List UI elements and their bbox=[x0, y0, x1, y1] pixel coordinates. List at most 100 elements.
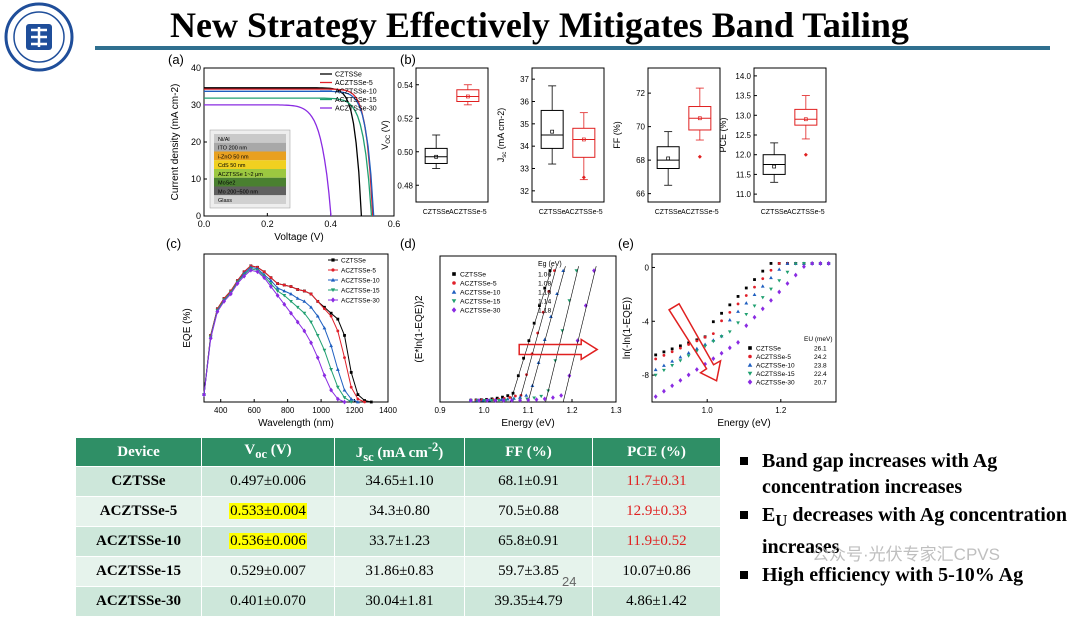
jv-series-2: ACZTSSe-10 bbox=[204, 89, 377, 217]
tauc-point bbox=[508, 396, 512, 399]
box bbox=[456, 89, 480, 103]
outlier-point bbox=[581, 175, 586, 180]
y-tick-label: -4 bbox=[642, 317, 650, 326]
tauc-point bbox=[506, 394, 510, 398]
linear-fit-line bbox=[510, 266, 553, 403]
x-tick-label: 1.2 bbox=[775, 406, 787, 415]
urbach-point bbox=[678, 344, 682, 348]
x-tick-label: 1.2 bbox=[566, 406, 578, 415]
x-axis-label: Voltage (V) bbox=[274, 232, 323, 243]
table-row: ACZTSSe-30 0.401±0.070 30.04±1.81 39.35±… bbox=[75, 586, 721, 617]
box bbox=[424, 147, 448, 164]
legend-value: 26.1 bbox=[814, 346, 827, 353]
legend-label: ACZTSSe-15 bbox=[341, 288, 380, 295]
box bbox=[572, 127, 596, 158]
legend-label: ACZTSSe-30 bbox=[756, 380, 795, 387]
urbach-series-4: ACZTSSe-30 20.7 bbox=[653, 261, 831, 400]
eqe-point bbox=[349, 400, 354, 404]
urbach-point bbox=[686, 350, 691, 355]
urbach-point bbox=[744, 286, 748, 290]
urbach-point bbox=[703, 344, 707, 349]
legend-label: ACZTSSe-10 bbox=[756, 363, 795, 370]
y-tick-label: 13.5 bbox=[735, 92, 751, 101]
eqe-point bbox=[342, 396, 347, 400]
cell-device: ACZTSSe-30 bbox=[75, 586, 202, 617]
cell-pce: 11.7±0.31 bbox=[592, 466, 721, 497]
shift-arrow-icon bbox=[518, 338, 599, 361]
table-row: CZTSSe 0.497±0.006 34.65±1.10 68.1±0.91 … bbox=[75, 466, 721, 497]
urbach-point bbox=[653, 373, 658, 377]
legend-marker bbox=[452, 272, 456, 276]
slide-title: New Strategy Effectively Mitigates Band … bbox=[170, 5, 909, 45]
legend-value: 22.4 bbox=[814, 371, 827, 378]
x-tick-label: 1200 bbox=[346, 406, 364, 415]
cell-voc: 0.497±0.006 bbox=[201, 466, 335, 497]
eqe-point bbox=[329, 311, 333, 315]
eqe-point bbox=[296, 288, 300, 291]
inset-layer-label: Glass bbox=[218, 198, 232, 204]
bullet-efficiency: High efficiency with 5-10% Ag bbox=[738, 562, 1073, 588]
tauc-point bbox=[548, 269, 552, 272]
category-label: ACZTSSe-5 bbox=[787, 209, 825, 216]
bullet-square-icon bbox=[740, 511, 748, 519]
urbach-point bbox=[793, 272, 798, 278]
x-tick-label: 1.0 bbox=[702, 406, 714, 415]
urbach-point bbox=[678, 377, 683, 383]
legend-value: 24.2 bbox=[814, 354, 827, 361]
tauc-point bbox=[551, 395, 555, 401]
eqe-point bbox=[309, 292, 313, 296]
urbach-point bbox=[686, 354, 691, 358]
y-tick-label: 37 bbox=[520, 75, 529, 84]
tauc-plot-chart: (d) 0.9 1.0 1.1 1.2 1.3 Energy (eV) (E*ln(1-EQE… bbox=[400, 236, 622, 429]
cell-ff: 65.8±0.91 bbox=[464, 526, 593, 557]
tauc-point bbox=[477, 398, 481, 403]
urbach-point bbox=[736, 321, 740, 325]
eqe-point bbox=[302, 289, 306, 293]
eqe-point bbox=[335, 367, 340, 371]
y-tick-label: 0.50 bbox=[397, 148, 413, 157]
jv-curve bbox=[204, 97, 373, 217]
legend-marker bbox=[748, 354, 752, 359]
urbach-point bbox=[752, 304, 757, 308]
eqe-point bbox=[275, 286, 280, 290]
eqe-point bbox=[349, 385, 353, 389]
box-ACZTSSe-5 bbox=[688, 87, 712, 159]
eqe-point bbox=[335, 385, 340, 390]
eqe-point bbox=[276, 282, 279, 285]
eqe-point bbox=[315, 334, 320, 338]
urbach-point bbox=[727, 318, 732, 322]
urbach-point bbox=[711, 356, 716, 362]
x-tick-label: 1.1 bbox=[522, 406, 534, 415]
y-tick-label: 13.0 bbox=[735, 111, 751, 120]
y-tick-label: 20 bbox=[191, 137, 201, 147]
category-label: ACZTSSe-5 bbox=[449, 209, 487, 216]
urbach-point bbox=[752, 292, 757, 297]
header-pce: PCE (%) bbox=[592, 437, 721, 467]
urbach-point bbox=[720, 311, 723, 315]
plot-frame bbox=[753, 67, 827, 203]
box-ACZTSSe-5 bbox=[456, 84, 480, 106]
eqe-point bbox=[355, 400, 360, 404]
eqe-series-1: ACZTSSe-5 bbox=[202, 264, 376, 404]
cell-device: ACZTSSe-5 bbox=[75, 496, 202, 527]
eqe-point bbox=[323, 305, 326, 309]
y-tick-label: 35 bbox=[520, 120, 529, 129]
urbach-point bbox=[653, 394, 658, 400]
legend-value: 1.06 bbox=[538, 272, 551, 279]
tauc-point bbox=[532, 321, 536, 325]
y-tick-label: 11.5 bbox=[736, 170, 752, 179]
cell-jsc: 33.7±1.23 bbox=[334, 526, 465, 557]
legend-marker bbox=[330, 288, 336, 293]
urbach-point bbox=[719, 335, 724, 339]
legend-value: 23.8 bbox=[814, 363, 827, 370]
cell-ff: 39.35±4.79 bbox=[464, 586, 593, 617]
cell-voc: 0.529±0.007 bbox=[201, 556, 335, 587]
urbach-point bbox=[687, 341, 691, 345]
x-tick-label: 0.2 bbox=[261, 219, 274, 229]
eqe-point bbox=[329, 314, 333, 318]
urbach-point bbox=[769, 297, 773, 303]
urbach-point bbox=[753, 285, 756, 289]
urbach-point bbox=[777, 279, 782, 283]
y-tick-label: 30 bbox=[191, 100, 201, 110]
linear-fit-line bbox=[562, 266, 597, 403]
